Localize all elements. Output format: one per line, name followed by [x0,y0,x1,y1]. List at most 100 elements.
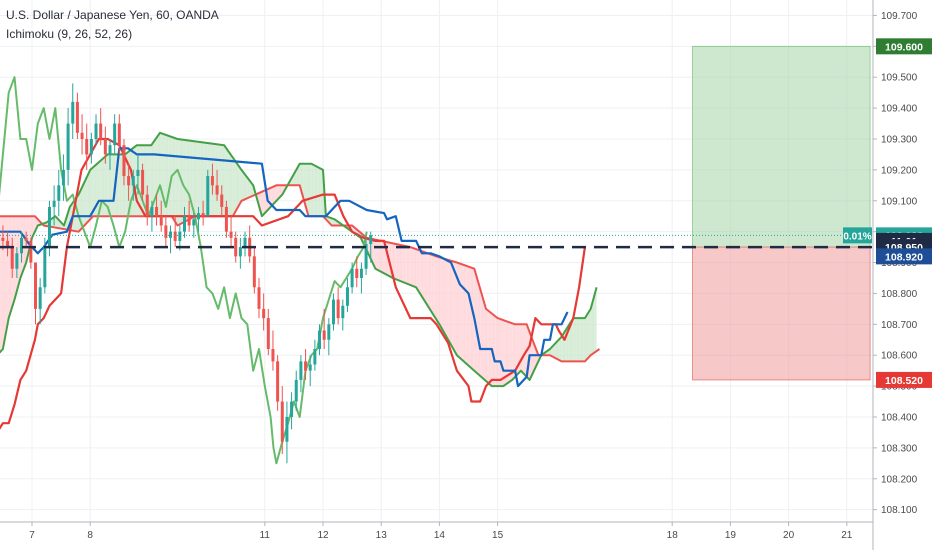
candle [313,339,317,371]
cloud-segment [395,243,397,280]
cloud-segment [274,185,276,204]
cloud-segment [404,245,406,284]
candle-body [164,225,168,238]
cloud-segment [423,251,425,301]
candle [127,163,131,201]
cloud-segment [440,257,442,329]
cloud-segment [444,258,446,335]
cloud-segment [312,164,314,217]
candle [350,262,354,294]
candle-body [234,237,238,257]
x-tick-label: 20 [783,530,795,541]
cloud-segment [239,166,241,205]
cloud-segment [569,321,571,362]
cloud-segment [203,142,205,217]
cloud-segment [524,324,526,376]
candle-body [108,145,112,155]
candle [345,277,349,312]
cloud-segment [236,163,239,210]
candle [155,194,159,226]
cloud-segment [554,342,556,359]
price-label: 108.520 [876,371,932,388]
cloud-segment [96,163,98,217]
x-tick-label: 11 [260,530,271,541]
cloud-segment [559,337,561,361]
cloud-segment [441,257,443,331]
price-label-text: 108.520 [885,375,923,387]
cloud-segment [245,174,247,200]
cloud-segment [226,148,228,217]
y-tick-label: 108.300 [881,443,918,454]
cloud-segment [413,248,415,287]
cloud-segment [319,168,321,217]
cloud-segment [187,140,190,220]
tenkan-line [0,147,569,388]
cloud-segment [238,164,240,207]
cloud-segment [406,246,408,285]
cloud-segment [201,142,204,217]
cloud-segment [553,344,555,358]
cloud-segment [157,134,159,217]
cloud-segment [229,153,232,217]
x-tick-label: 21 [841,530,853,541]
cloud-segment [519,324,521,372]
cloud-segment [105,155,107,217]
candle-body [355,268,359,278]
candle-body [308,364,312,371]
cloud-segment [520,324,523,372]
candle [336,287,340,325]
cloud-segment [407,246,410,285]
x-tick-label: 18 [667,530,679,541]
cloud-segment [568,323,570,362]
candle-body [280,401,284,442]
cloud-segment [453,261,455,352]
cloud-segment [99,160,101,217]
cloud-segment [504,320,506,386]
cloud-segment [177,138,179,226]
cloud-segment [455,262,457,356]
cloud-segment [210,143,212,217]
cloud-segment [458,262,460,358]
cloud-segment [263,190,265,215]
cloud-segment [398,244,400,281]
y-tick-label: 109.400 [881,104,918,115]
candle-body [192,219,196,226]
candle [6,231,10,257]
cloud-segment [403,245,405,283]
candle-body [150,206,154,217]
cloud-segment [234,159,236,214]
cloud-segment [91,167,93,219]
candle-body [155,206,159,217]
cloud-segment [442,258,445,333]
candle-body [369,235,373,245]
candle-body [224,206,228,232]
candle-body [304,361,308,371]
candle-body [85,138,89,155]
candle-body [178,231,182,241]
cloud-segment [580,318,582,362]
cloud-segment [306,163,308,215]
cloud-segment [376,239,378,270]
y-tick-label: 109.700 [881,11,918,22]
cloud-segment [533,342,535,372]
y-tick-label: 108.400 [881,412,918,423]
candle [173,216,177,248]
cloud-segment [311,163,313,217]
x-tick-label: 12 [317,530,329,541]
cloud-segment [310,163,312,217]
cloud-segment [516,324,518,376]
cloud-segment [561,334,563,362]
cloud-segment [590,304,592,356]
cloud-segment [333,218,335,226]
candle-body [24,237,28,241]
candle-body [75,101,79,133]
cloud-segment [463,265,466,363]
cloud-segment [150,144,152,217]
candle-body [210,176,214,186]
cloud-segment [183,139,185,223]
cloud-segment [421,251,424,299]
cloud-segment [534,345,537,369]
cloud-segment [302,163,304,198]
